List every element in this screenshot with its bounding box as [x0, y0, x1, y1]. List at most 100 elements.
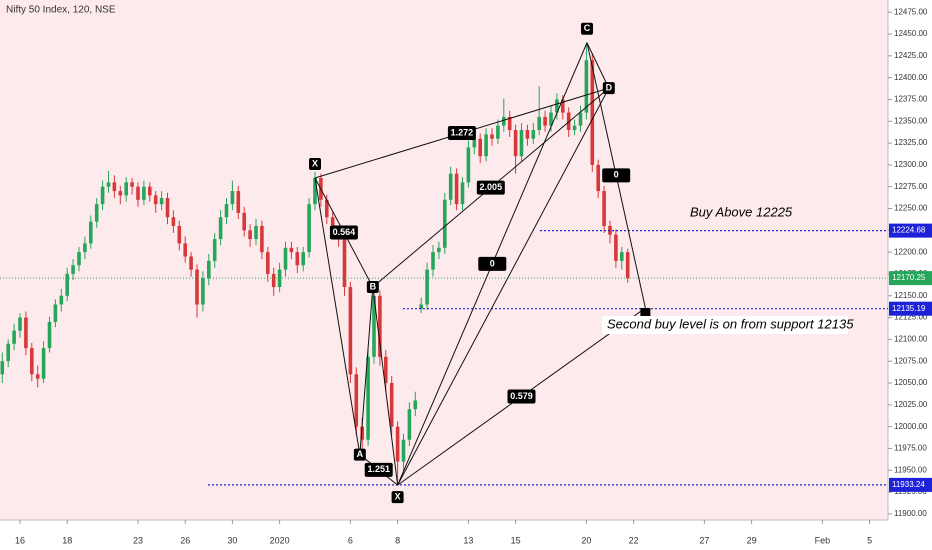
candle-body: [260, 225, 264, 253]
level-label: 12135.19: [892, 304, 926, 313]
level-box: [889, 477, 932, 492]
pattern-line: [397, 87, 610, 486]
candle-body: [12, 330, 16, 344]
y-tick-label: 12025.00: [894, 400, 928, 409]
candle-body: [6, 343, 11, 362]
candle-body: [71, 265, 75, 274]
ratio-label: 0: [614, 170, 619, 180]
candle-body: [283, 247, 288, 270]
x-tick-label: 8: [395, 535, 400, 545]
ratio-box: [602, 168, 631, 183]
candle-body: [289, 247, 294, 253]
candle-body: [442, 199, 447, 248]
ratio-box: [476, 180, 505, 195]
x-tick-label: 20: [581, 535, 591, 545]
candle-body: [507, 116, 512, 130]
y-tick-label: 12150.00: [894, 291, 928, 300]
candle-body: [242, 212, 246, 231]
last-price-label: 12170.25: [892, 273, 926, 282]
candle-body: [130, 182, 134, 187]
level-box: [889, 223, 932, 238]
ratio-box: [329, 225, 358, 240]
candle-body: [77, 252, 81, 266]
plot-background: [0, 0, 888, 520]
candle-body: [584, 60, 589, 113]
candle-body: [413, 400, 418, 410]
candle-body: [578, 112, 583, 126]
candle-body: [448, 173, 453, 200]
candle-body: [159, 198, 164, 205]
candle-body: [147, 186, 152, 196]
pattern-endpoint: [640, 307, 651, 316]
candle-body: [383, 356, 388, 384]
ratio-label: 1.251: [367, 464, 390, 474]
candle-body: [83, 243, 87, 253]
candle-body: [354, 374, 359, 427]
candle-body: [195, 269, 199, 305]
candle-body: [47, 321, 52, 349]
y-tick-label: 12250.00: [894, 204, 928, 213]
candle-body: [112, 182, 117, 192]
candle-body: [425, 269, 429, 305]
annotation-box: [602, 316, 848, 334]
x-tick-label: 2020: [270, 535, 290, 545]
candle-body: [378, 295, 382, 357]
candle-body: [118, 191, 123, 196]
y-tick-label: 12450.00: [894, 29, 928, 38]
ratio-box: [447, 126, 476, 141]
point-label: B: [370, 281, 377, 291]
ratio-box: [478, 256, 507, 271]
y-tick-label: 12425.00: [894, 51, 928, 60]
y-tick-label: 12300.00: [894, 160, 928, 169]
candle-body: [30, 348, 34, 375]
x-tick-label: 13: [463, 535, 473, 545]
candle-body: [171, 217, 176, 226]
y-tick-label: 11950.00: [894, 465, 927, 474]
candle-body: [537, 116, 541, 130]
ratio-label: 1.272: [451, 127, 474, 137]
annotation: Buy Above 12225: [690, 204, 793, 219]
candle-body: [395, 426, 400, 462]
candle-body: [100, 186, 105, 205]
candle-body: [566, 112, 571, 130]
candle-body: [65, 273, 70, 296]
candle-body: [531, 130, 536, 139]
pattern-line: [359, 287, 374, 455]
point-label: D: [606, 82, 613, 92]
candle-body: [555, 99, 559, 113]
x-tick-label: Feb: [815, 535, 831, 545]
candle-body: [619, 252, 624, 261]
candle-body: [324, 199, 329, 218]
x-tick-label: 18: [62, 535, 72, 545]
candle-body: [330, 217, 335, 231]
y-tick-label: 12400.00: [894, 73, 928, 82]
y-tick-label: 12475.00: [894, 7, 928, 16]
candle-body: [572, 125, 577, 130]
level-label: 11933.24: [892, 480, 925, 489]
candle-body: [153, 195, 158, 205]
y-tick-label: 12125.00: [894, 313, 928, 322]
candle-body: [419, 304, 423, 309]
x-tick-label: 5: [867, 535, 872, 545]
annotation: Second buy level is on from support 1213…: [607, 316, 854, 331]
y-tick-label: 12325.00: [894, 138, 928, 147]
candle-body: [484, 134, 488, 157]
candle-body: [360, 426, 364, 440]
x-tick-label: 22: [629, 535, 639, 545]
candle-body: [366, 356, 370, 440]
point-box: [602, 82, 615, 95]
candle-body: [18, 317, 22, 331]
y-tick-label: 12375.00: [894, 95, 928, 104]
pattern-line: [372, 286, 399, 486]
candle-body: [201, 278, 205, 305]
x-tick-label: 23: [133, 535, 143, 545]
point-box: [353, 448, 366, 461]
ratio-label: 0.579: [510, 391, 533, 401]
last-price-box: [889, 271, 932, 286]
candle-body: [89, 221, 93, 244]
candle-body: [543, 116, 547, 126]
candle-body: [454, 173, 459, 205]
level-box: [889, 301, 932, 316]
ratio-box: [507, 389, 536, 404]
ratio-label: 2.005: [480, 182, 503, 192]
